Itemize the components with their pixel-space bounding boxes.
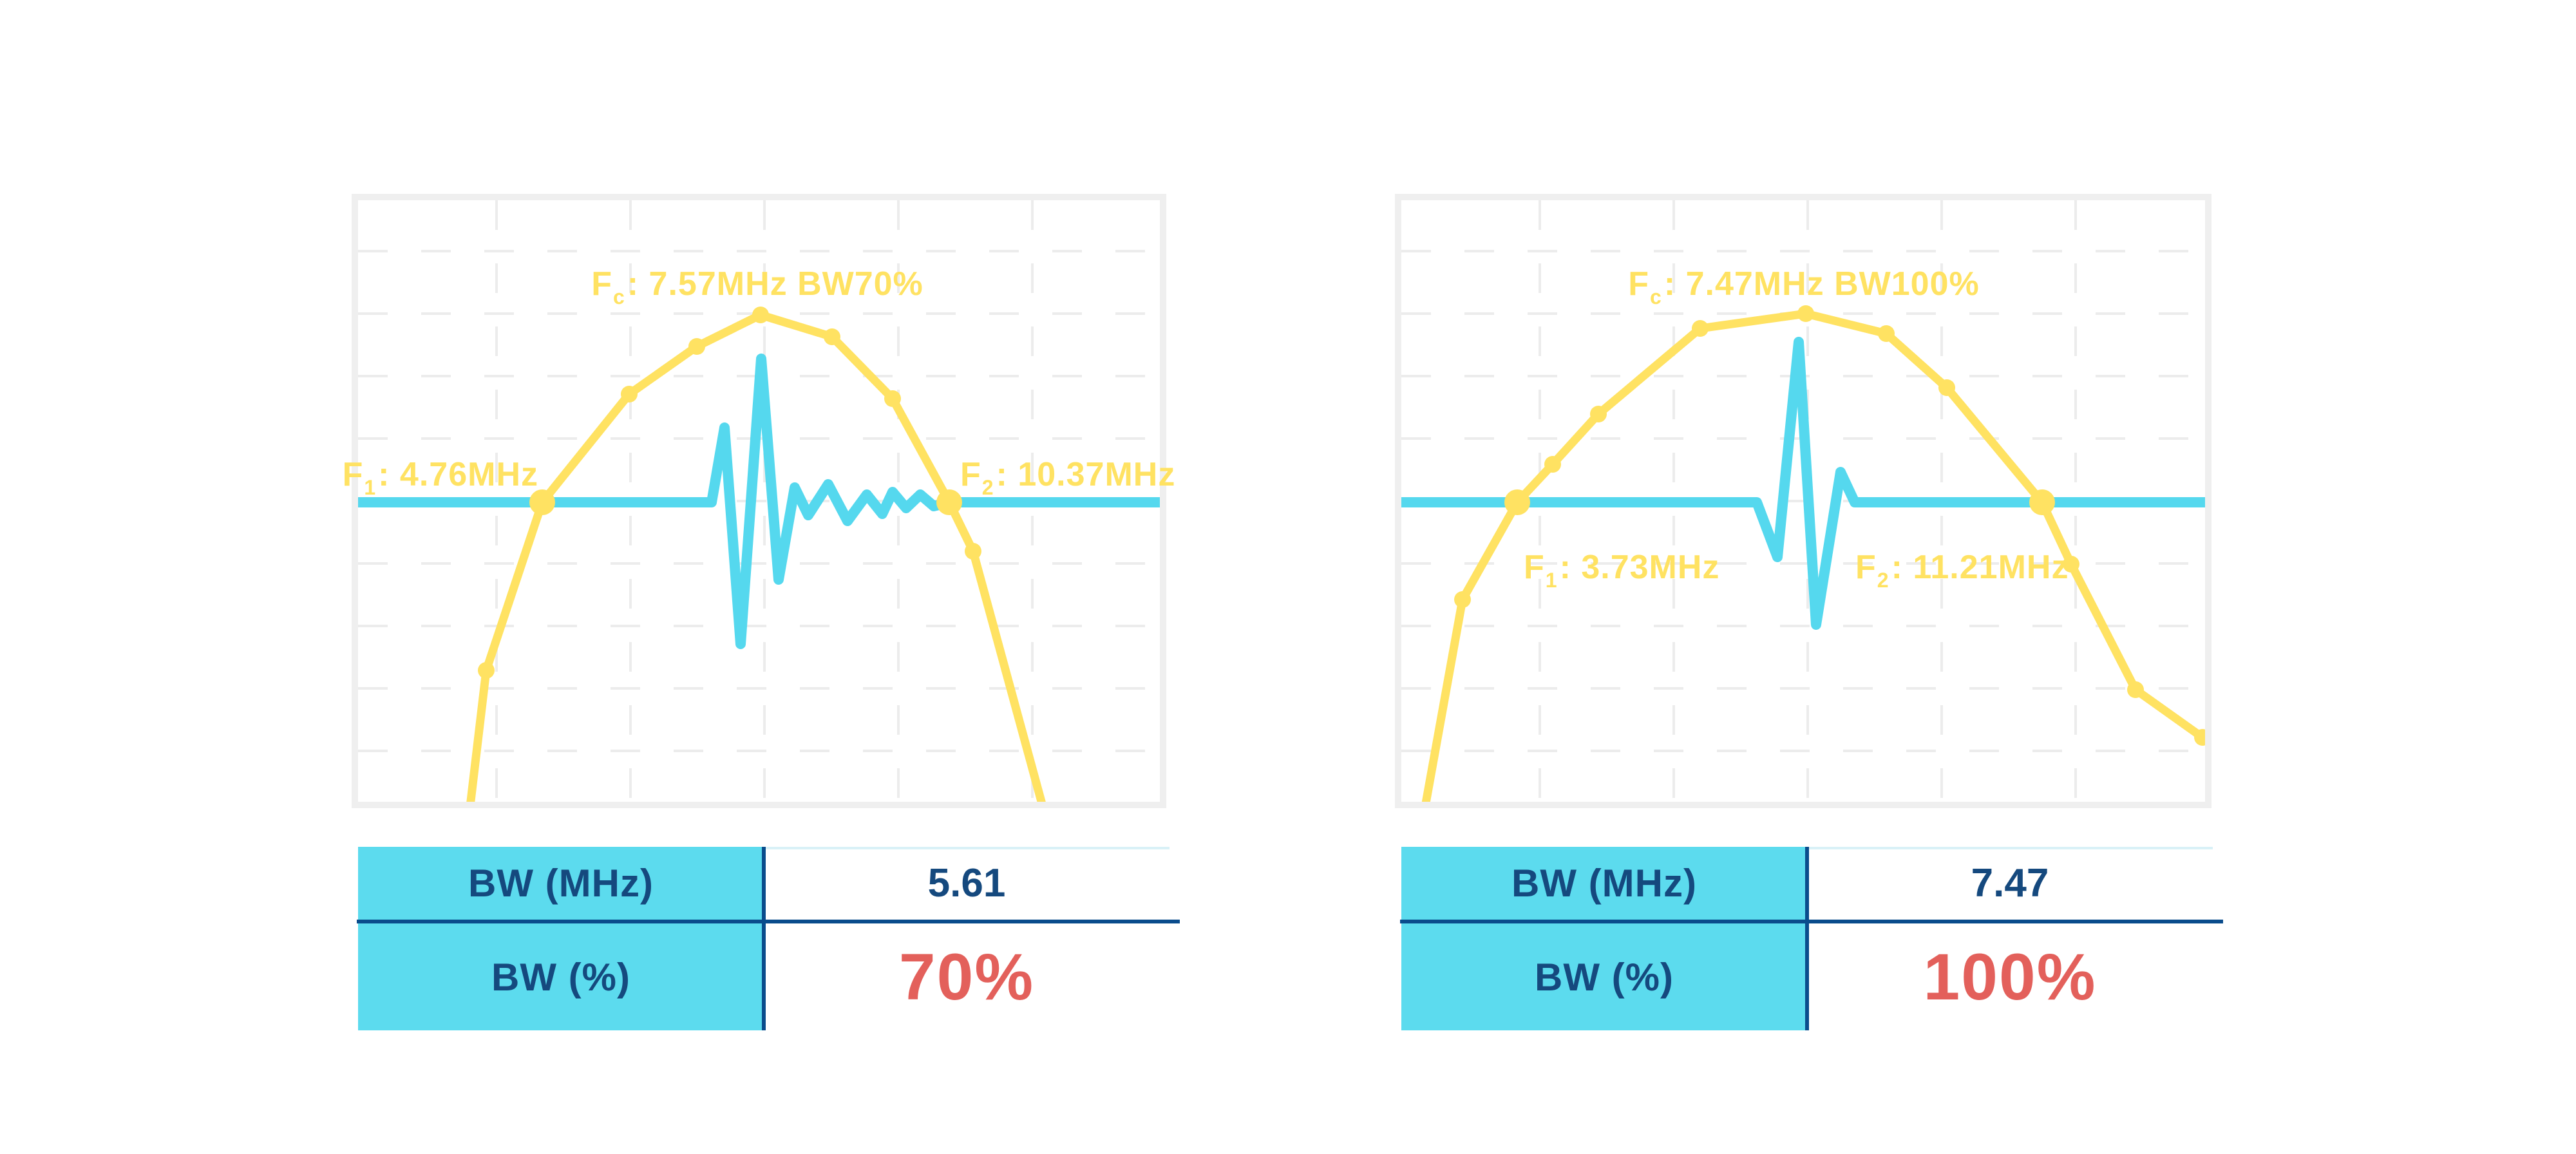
fc-subscript: c: [612, 285, 625, 308]
fc-symbol: F: [1628, 265, 1650, 303]
f2-text: : 11.21MHz: [1891, 549, 2069, 586]
table-row: BW (%) 100%: [1401, 923, 2213, 1030]
f2-text: : 10.37MHz: [996, 456, 1176, 493]
table-top-line: [766, 847, 1170, 849]
table-left: BW (MHz) 5.61 BW (%) 70%: [357, 847, 1180, 1030]
table-column-divider: [1805, 847, 1809, 1030]
table-value-cell: 100%: [1807, 923, 2213, 1030]
table-right: BW (MHz) 7.47 BW (%) 100%: [1400, 847, 2223, 1030]
chart-right-plot: [1401, 200, 2205, 802]
chart-left-plot: [358, 200, 1160, 802]
table-label-cell: BW (MHz): [1401, 847, 1807, 920]
table-row-divider: [357, 920, 1180, 923]
fc-text: : 7.47MHz BW100%: [1663, 265, 1980, 303]
table-value-cell: 70%: [764, 923, 1170, 1030]
f2-subscript: 2: [981, 476, 994, 499]
f1-subscript: 1: [1545, 569, 1558, 592]
table-label-cell: BW (%): [358, 923, 764, 1030]
table-top-line: [1809, 847, 2213, 849]
f2-subscript: 2: [1877, 569, 1889, 592]
table-value-cell: 5.61: [764, 847, 1170, 920]
table-label-cell: BW (%): [1401, 923, 1807, 1030]
f1-symbol: F: [1524, 549, 1545, 586]
fc-subscript: c: [1650, 285, 1662, 308]
fc-symbol: F: [591, 265, 612, 303]
f2-symbol: F: [960, 456, 981, 493]
table-value-cell: 7.47: [1807, 847, 2213, 920]
table-row: BW (MHz) 5.61: [358, 847, 1170, 920]
table-row: BW (%) 70%: [358, 923, 1170, 1030]
f1-text: : 4.76MHz: [378, 456, 538, 493]
table-row-divider: [1400, 920, 2223, 923]
table-column-divider: [762, 847, 766, 1030]
f1-subscript: 1: [364, 476, 377, 499]
fc-text: : 7.57MHz BW70%: [627, 265, 923, 303]
table-label-cell: BW (MHz): [358, 847, 764, 920]
table-row: BW (MHz) 7.47: [1401, 847, 2213, 920]
f2-symbol: F: [1855, 549, 1877, 586]
f1-text: : 3.73MHz: [1559, 549, 1720, 586]
f1-symbol: F: [342, 456, 364, 493]
